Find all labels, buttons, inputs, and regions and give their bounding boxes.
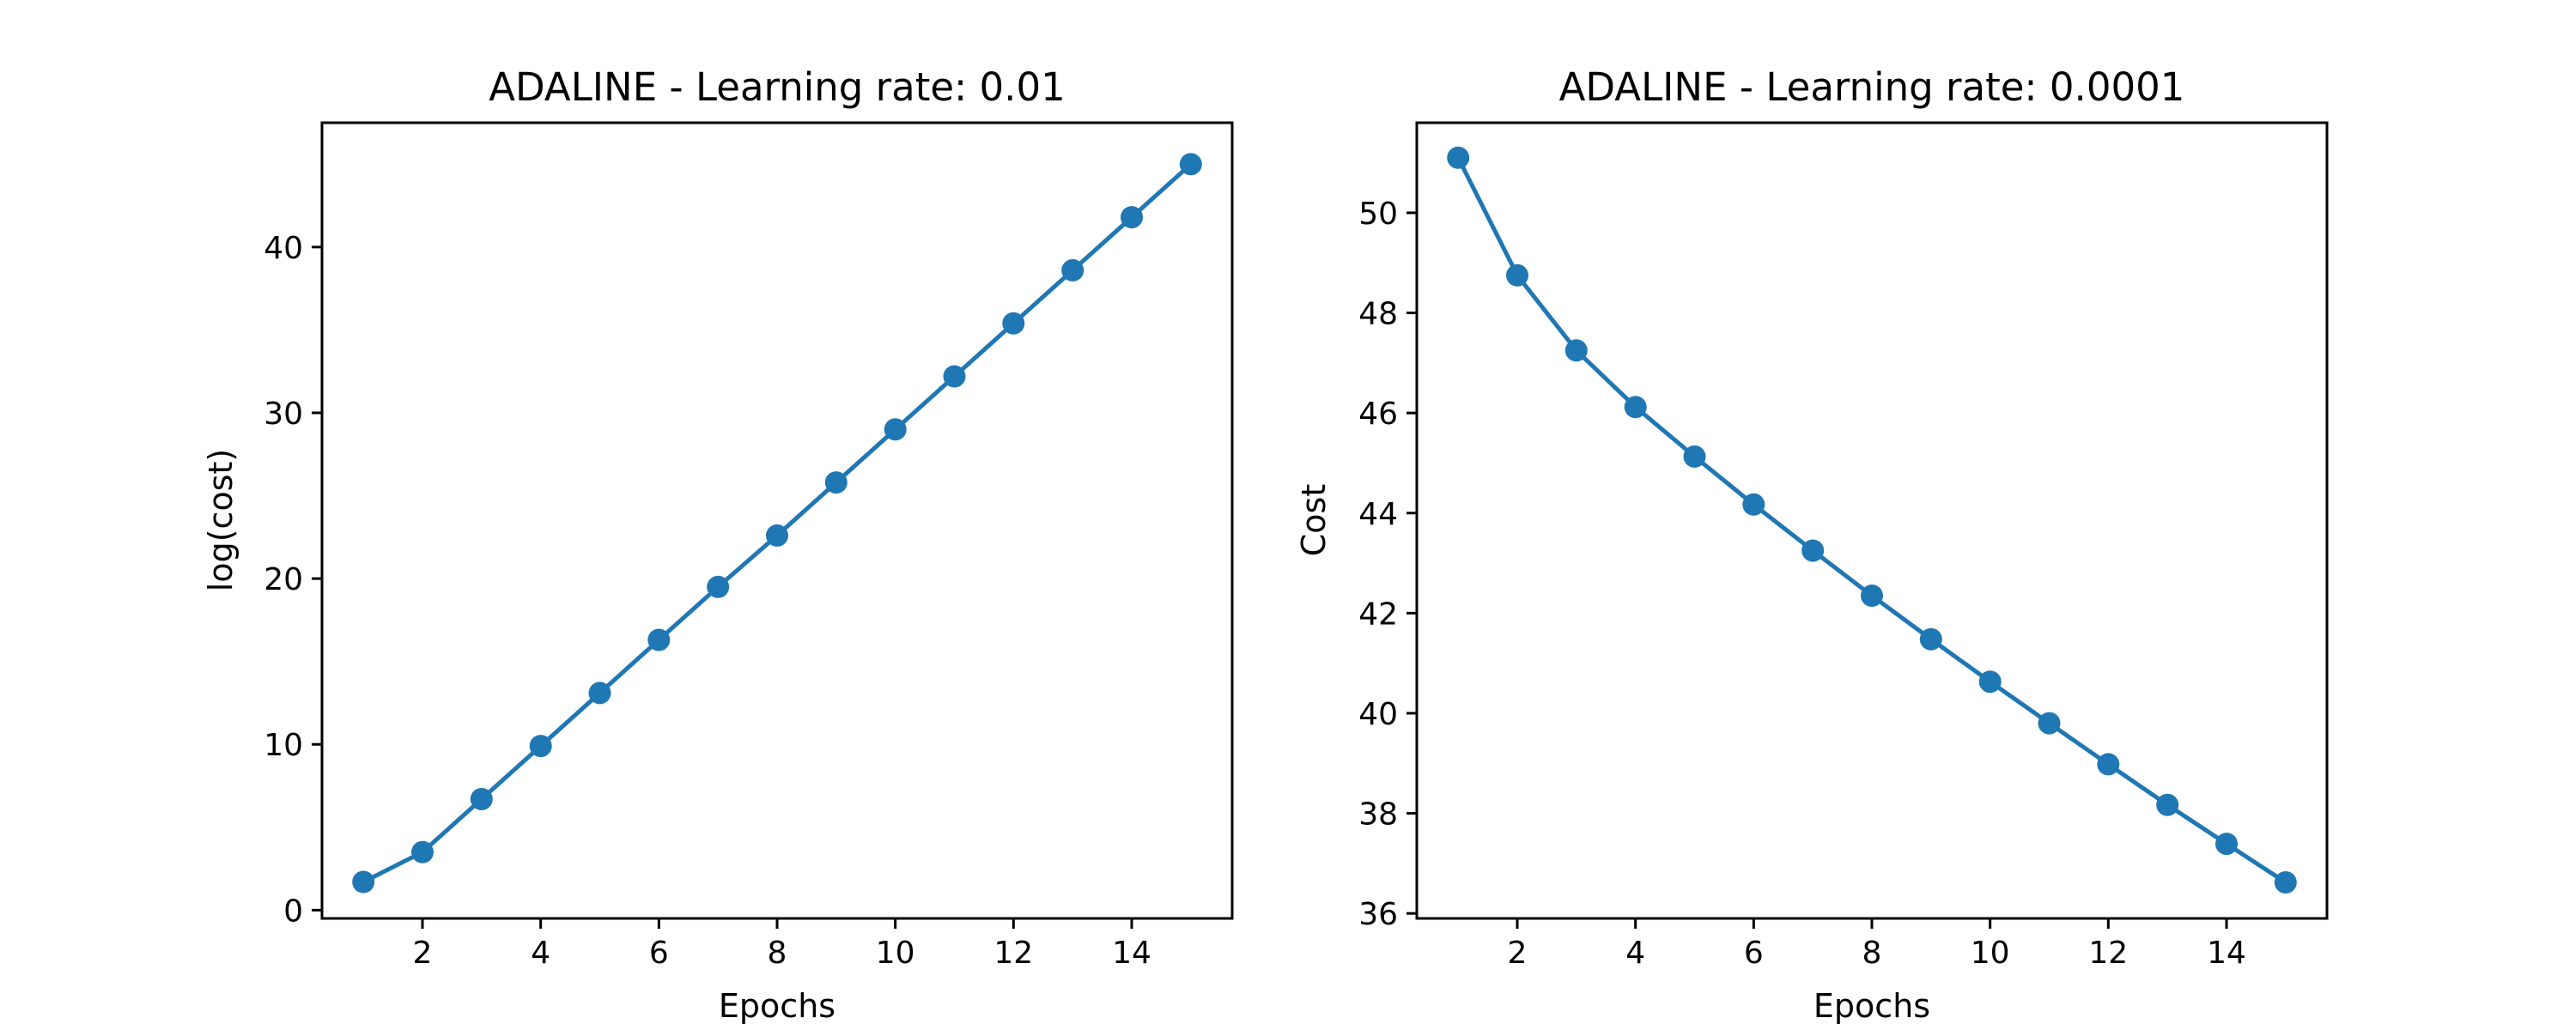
data-point <box>2038 712 2061 735</box>
x-tick-label: 2 <box>1508 936 1528 971</box>
y-tick-label: 20 <box>264 562 303 597</box>
data-point <box>2097 753 2120 776</box>
data-point <box>1121 206 1143 229</box>
y-tick-label: 50 <box>1358 197 1398 232</box>
data-point <box>352 870 375 894</box>
y-axis-label: log(cost) <box>202 449 240 591</box>
data-point <box>707 575 730 598</box>
x-axis-label: Epochs <box>1814 987 1930 1025</box>
data-point <box>1624 396 1647 419</box>
y-tick-label: 42 <box>1358 597 1398 632</box>
y-axis-label: Cost <box>1295 484 1333 556</box>
data-point <box>529 735 552 758</box>
x-tick-label: 4 <box>1625 936 1645 971</box>
x-tick-label: 4 <box>531 936 550 971</box>
y-tick-label: 10 <box>264 728 303 763</box>
x-tick-label: 12 <box>993 936 1033 971</box>
data-point <box>1447 146 1470 169</box>
x-tick-label: 6 <box>1744 936 1764 971</box>
y-tick-label: 46 <box>1358 397 1398 432</box>
series-line <box>352 153 1202 894</box>
x-tick-label: 14 <box>2207 936 2246 971</box>
data-point <box>470 788 493 810</box>
data-point <box>2274 871 2297 894</box>
data-point <box>1683 445 1706 468</box>
x-tick-label: 10 <box>1971 936 2010 971</box>
chart-learning-rate-0-01: ADALINE - Learning rate: 0.01 Epochs log… <box>202 64 1234 1025</box>
data-point <box>2156 793 2179 816</box>
x-axis-ticks: 2 4 6 8 10 12 14 <box>1508 918 2246 971</box>
data-point <box>1978 670 2002 694</box>
y-tick-label: 40 <box>1358 697 1398 732</box>
data-point <box>1002 312 1025 335</box>
data-point <box>1061 258 1084 282</box>
data-point <box>1742 493 1765 516</box>
x-tick-label: 12 <box>2088 936 2128 971</box>
data-point <box>884 418 907 441</box>
data-point <box>2215 833 2238 856</box>
x-tick-label: 6 <box>649 936 669 971</box>
y-tick-label: 44 <box>1358 497 1398 532</box>
data-point <box>824 471 848 494</box>
y-tick-label: 30 <box>264 397 303 432</box>
chart-title: ADALINE - Learning rate: 0.01 <box>489 64 1065 110</box>
data-point <box>1506 264 1528 287</box>
data-point <box>943 365 966 388</box>
data-point <box>647 628 671 651</box>
chart-learning-rate-0-0001: ADALINE - Learning rate: 0.0001 Epochs C… <box>1295 64 2329 1025</box>
data-point <box>1919 627 1942 651</box>
data-point <box>588 682 611 705</box>
x-tick-label: 10 <box>876 936 915 971</box>
chart-title: ADALINE - Learning rate: 0.0001 <box>1559 64 2185 110</box>
x-tick-label: 8 <box>1862 936 1882 971</box>
y-tick-label: 38 <box>1358 797 1398 833</box>
y-tick-label: 36 <box>1358 897 1398 932</box>
y-tick-label: 40 <box>264 231 303 266</box>
data-point <box>1179 153 1202 176</box>
x-axis-ticks: 2 4 6 8 10 12 14 <box>413 918 1151 971</box>
data-point <box>1564 339 1588 362</box>
data-point <box>766 524 788 547</box>
x-tick-label: 14 <box>1112 936 1151 971</box>
x-tick-label: 8 <box>768 936 787 971</box>
data-point <box>1801 539 1825 562</box>
x-tick-label: 2 <box>413 936 433 971</box>
y-tick-label: 0 <box>283 894 303 929</box>
data-point <box>1861 585 1883 607</box>
series-line <box>1447 146 2297 894</box>
y-axis-ticks: 36 38 40 42 44 46 48 50 <box>1358 197 1417 932</box>
x-axis-label: Epochs <box>719 987 835 1025</box>
y-tick-label: 48 <box>1358 297 1398 332</box>
y-axis-ticks: 0 10 20 30 40 <box>264 231 322 929</box>
data-point <box>411 840 434 863</box>
